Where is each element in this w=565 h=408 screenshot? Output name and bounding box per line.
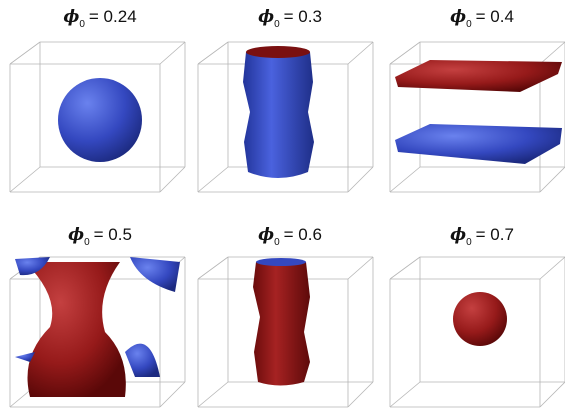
panel-title: ϕ0 = 0.7 [450, 225, 514, 248]
title-value: = 0.5 [94, 225, 132, 244]
title-subscript: 0 [466, 19, 472, 30]
title-symbol: ϕ [450, 225, 466, 245]
title-symbol: ϕ [63, 7, 79, 27]
title-subscript: 0 [274, 19, 280, 30]
panel-4 [9, 256, 186, 408]
title-symbol: ϕ [450, 7, 466, 27]
title-subscript: 0 [79, 19, 85, 30]
panel-title: ϕ0 = 0.4 [450, 7, 514, 30]
panel-3 [389, 41, 565, 193]
panel-1 [9, 41, 186, 193]
panel-5 [197, 256, 374, 408]
panel-6 [389, 256, 565, 408]
title-value: = 0.3 [284, 7, 322, 26]
panel-2 [197, 41, 374, 193]
title-subscript: 0 [274, 237, 280, 248]
title-value: = 0.24 [89, 7, 137, 26]
panel-title: ϕ0 = 0.3 [258, 7, 322, 30]
title-value: = 0.6 [284, 225, 322, 244]
title-symbol: ϕ [258, 7, 274, 27]
title-value: = 0.4 [476, 7, 514, 26]
panel-titles: ϕ0 = 0.24 ϕ0 = 0.3 ϕ0 = 0.4ϕ0 = 0.5 ϕ0 = 0.6 ϕ0 = … [63, 7, 514, 248]
panel-title: ϕ0 = 0.24 [63, 7, 136, 30]
panel-title: ϕ0 = 0.6 [258, 225, 322, 248]
panel-title: ϕ0 = 0.5 [68, 225, 132, 248]
title-symbol: ϕ [258, 225, 274, 245]
title-value: = 0.7 [476, 225, 514, 244]
title-subscript: 0 [84, 237, 90, 248]
title-symbol: ϕ [68, 225, 84, 245]
title-subscript: 0 [466, 237, 472, 248]
